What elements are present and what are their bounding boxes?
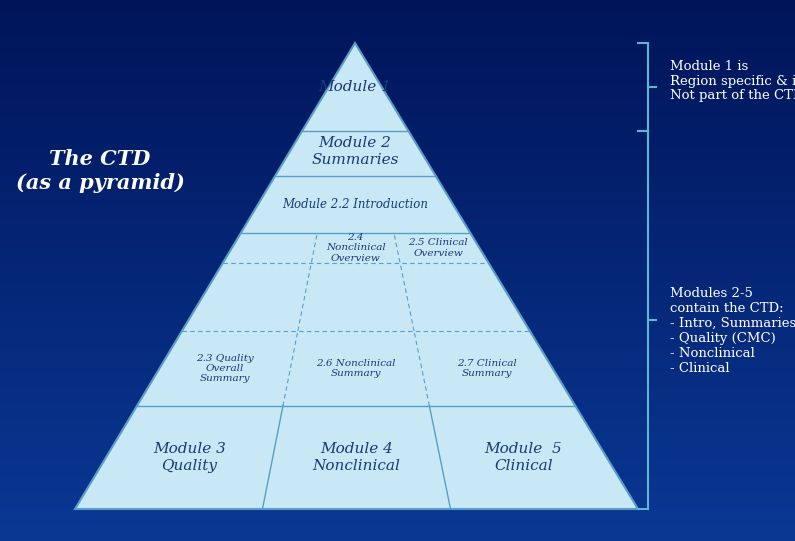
Text: 2.3 Quality
Overall
Summary: 2.3 Quality Overall Summary — [196, 354, 254, 384]
Text: 2.4
Nonclinical
Overview: 2.4 Nonclinical Overview — [326, 233, 386, 263]
Text: Module 1 is
Region specific & is
Not part of the CTD: Module 1 is Region specific & is Not par… — [670, 60, 795, 102]
Text: Module 1: Module 1 — [319, 80, 391, 94]
Text: Module 2
Summaries: Module 2 Summaries — [312, 136, 399, 167]
Polygon shape — [75, 43, 638, 509]
Text: Module 2.2 Introduction: Module 2.2 Introduction — [282, 198, 428, 211]
Text: Module 4
Nonclinical: Module 4 Nonclinical — [312, 443, 400, 473]
Text: Module  5
Clinical: Module 5 Clinical — [484, 443, 562, 473]
Text: Module 3
Quality: Module 3 Quality — [153, 443, 226, 473]
Text: The CTD
(as a pyramid): The CTD (as a pyramid) — [16, 149, 184, 193]
Text: 2.6 Nonclinical
Summary: 2.6 Nonclinical Summary — [316, 359, 396, 378]
Text: Modules 2-5
contain the CTD:
- Intro, Summaries
- Quality (CMC)
- Nonclinical
- : Modules 2-5 contain the CTD: - Intro, Su… — [670, 287, 795, 375]
Text: 2.5 Clinical
Overview: 2.5 Clinical Overview — [409, 238, 468, 258]
Text: 2.7 Clinical
Summary: 2.7 Clinical Summary — [457, 359, 517, 378]
